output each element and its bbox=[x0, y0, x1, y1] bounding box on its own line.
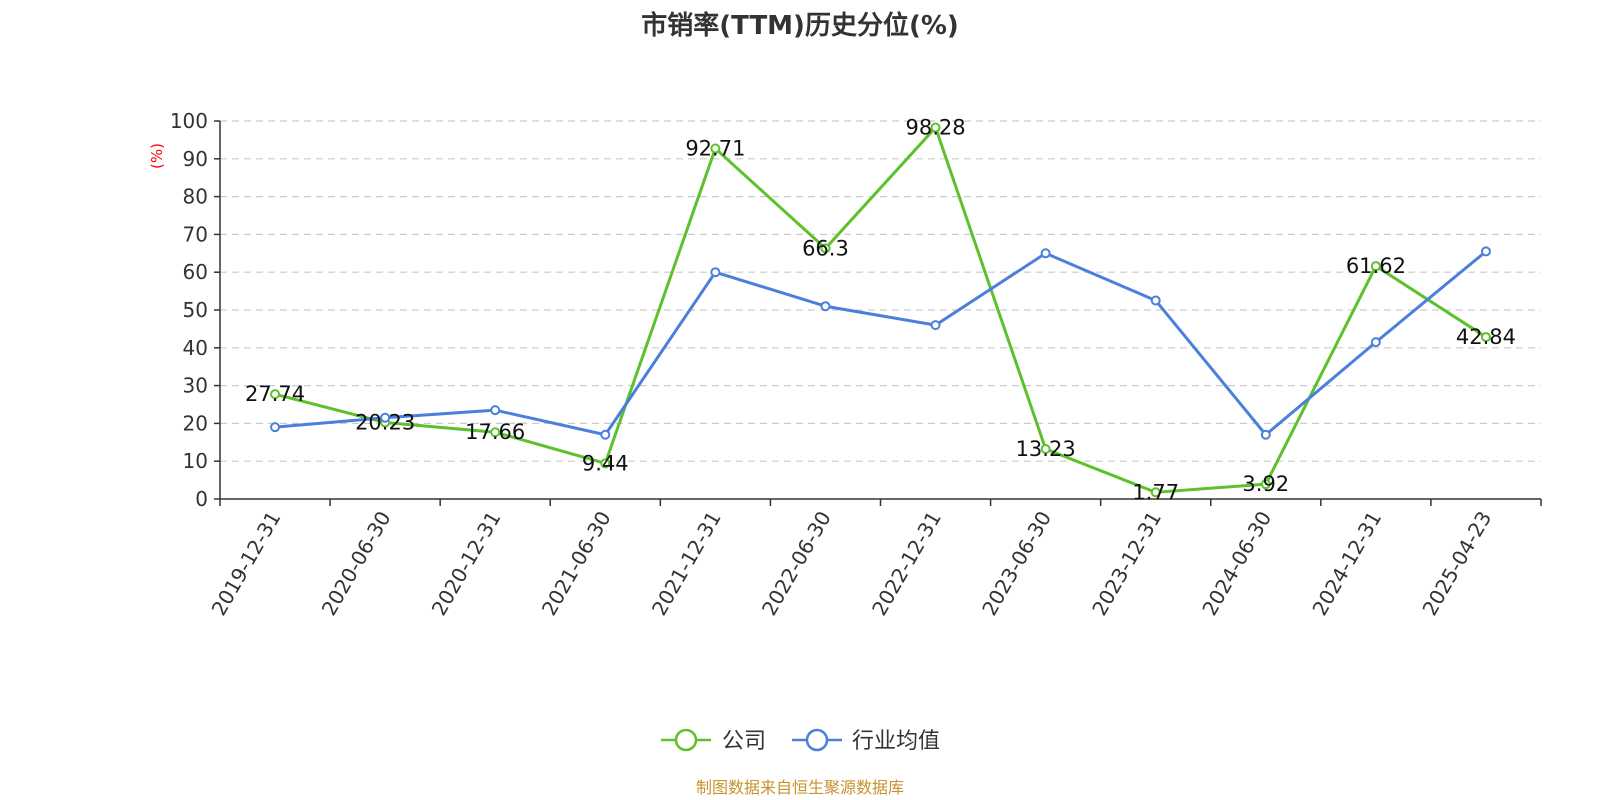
y-tick-label: 100 bbox=[170, 109, 208, 133]
y-tick-label: 70 bbox=[183, 222, 208, 246]
series-line-industry bbox=[274, 250, 1487, 437]
data-label-company: 9.44 bbox=[582, 451, 629, 475]
y-tick-label: 10 bbox=[183, 449, 208, 473]
data-point-industry[interactable] bbox=[380, 412, 391, 423]
legend-label-company: 公司 bbox=[722, 729, 766, 754]
x-tick-label: 2020-06-30 bbox=[317, 507, 396, 620]
legend: 公司 行业均值 bbox=[661, 728, 940, 754]
data-point-industry[interactable] bbox=[1150, 295, 1161, 306]
data-point-company[interactable] bbox=[1150, 487, 1161, 498]
data-label-company: 1.77 bbox=[1132, 480, 1179, 504]
data-point-industry[interactable] bbox=[710, 267, 721, 278]
data-point-company[interactable] bbox=[270, 389, 281, 400]
data-point-company[interactable] bbox=[490, 427, 501, 438]
data-label-company: 42.84 bbox=[1456, 325, 1516, 349]
series-lines bbox=[270, 122, 1491, 498]
data-label-company: 98.28 bbox=[905, 116, 965, 140]
legend-marker-industry bbox=[805, 728, 829, 752]
data-label-company: 61.62 bbox=[1346, 254, 1406, 278]
data-label-company: 20.23 bbox=[355, 411, 415, 435]
y-tick-label: 20 bbox=[183, 411, 208, 435]
x-tick-label: 2023-12-31 bbox=[1087, 507, 1166, 620]
data-label-company: 3.92 bbox=[1242, 472, 1289, 496]
data-label-company: 17.66 bbox=[465, 420, 525, 444]
data-point-industry[interactable] bbox=[1370, 337, 1381, 348]
data-point-company[interactable] bbox=[930, 122, 941, 133]
x-tick-label: 2020-12-31 bbox=[427, 507, 506, 620]
y-tick-label: 0 bbox=[195, 487, 208, 511]
data-point-company[interactable] bbox=[1260, 479, 1271, 490]
data-point-company[interactable] bbox=[600, 458, 611, 469]
data-label-company: 27.74 bbox=[245, 382, 305, 406]
data-point-company[interactable] bbox=[820, 243, 831, 254]
data-point-industry[interactable] bbox=[1480, 246, 1491, 257]
x-tick-label: 2025-04-23 bbox=[1417, 507, 1496, 620]
y-tick-label: 60 bbox=[183, 260, 208, 284]
y-tick-label: 90 bbox=[183, 147, 208, 171]
x-tick-label: 2022-06-30 bbox=[757, 507, 836, 620]
data-point-company[interactable] bbox=[1040, 443, 1051, 454]
y-axis-label: (%) bbox=[148, 143, 166, 169]
x-tick-label: 2019-12-31 bbox=[207, 507, 286, 620]
x-tick-label: 2021-06-30 bbox=[537, 507, 616, 620]
data-point-industry[interactable] bbox=[600, 429, 611, 440]
y-tick-label: 30 bbox=[183, 374, 208, 398]
x-tick-label: 2023-06-30 bbox=[977, 507, 1056, 620]
legend-marker-company bbox=[674, 728, 698, 752]
data-point-industry[interactable] bbox=[820, 301, 831, 312]
x-tick-label: 2022-12-31 bbox=[867, 507, 946, 620]
data-point-company[interactable] bbox=[1480, 332, 1491, 343]
series-line-company bbox=[274, 126, 1487, 494]
data-label-company: 13.23 bbox=[1016, 437, 1076, 461]
source-note: 制图数据来自恒生聚源数据库 bbox=[696, 778, 904, 797]
chart-title: 市销率(TTM)历史分位(%) bbox=[641, 10, 959, 41]
data-labels: 27.74 20.23 17.66 9.44 92.71 66.3 98.28 13.23 1.… bbox=[245, 116, 1516, 505]
data-point-industry[interactable] bbox=[490, 405, 501, 416]
data-point-company[interactable] bbox=[710, 143, 721, 154]
legend-item-industry[interactable]: 行业均值 bbox=[792, 728, 940, 754]
data-label-company: 66.3 bbox=[802, 236, 849, 260]
data-point-industry[interactable] bbox=[1260, 429, 1271, 440]
data-label-company: 92.71 bbox=[685, 137, 745, 161]
data-point-industry[interactable] bbox=[1040, 248, 1051, 259]
legend-label-industry: 行业均值 bbox=[852, 729, 940, 754]
data-point-industry[interactable] bbox=[930, 320, 941, 331]
axes: 0 10 20 30 40 50 60 70 80 90 100 2019-12-31 2020-06-… bbox=[170, 109, 1542, 620]
x-tick-label: 2024-12-31 bbox=[1307, 507, 1386, 620]
y-tick-label: 80 bbox=[183, 185, 208, 209]
data-point-industry[interactable] bbox=[270, 422, 281, 433]
data-point-company[interactable] bbox=[1370, 261, 1381, 272]
grid-lines bbox=[220, 120, 1541, 462]
legend-item-company[interactable]: 公司 bbox=[661, 728, 766, 754]
x-tick-label: 2021-12-31 bbox=[647, 507, 726, 620]
y-tick-label: 50 bbox=[183, 298, 208, 322]
x-tick-label: 2024-06-30 bbox=[1197, 507, 1276, 620]
y-tick-label: 40 bbox=[183, 336, 208, 360]
